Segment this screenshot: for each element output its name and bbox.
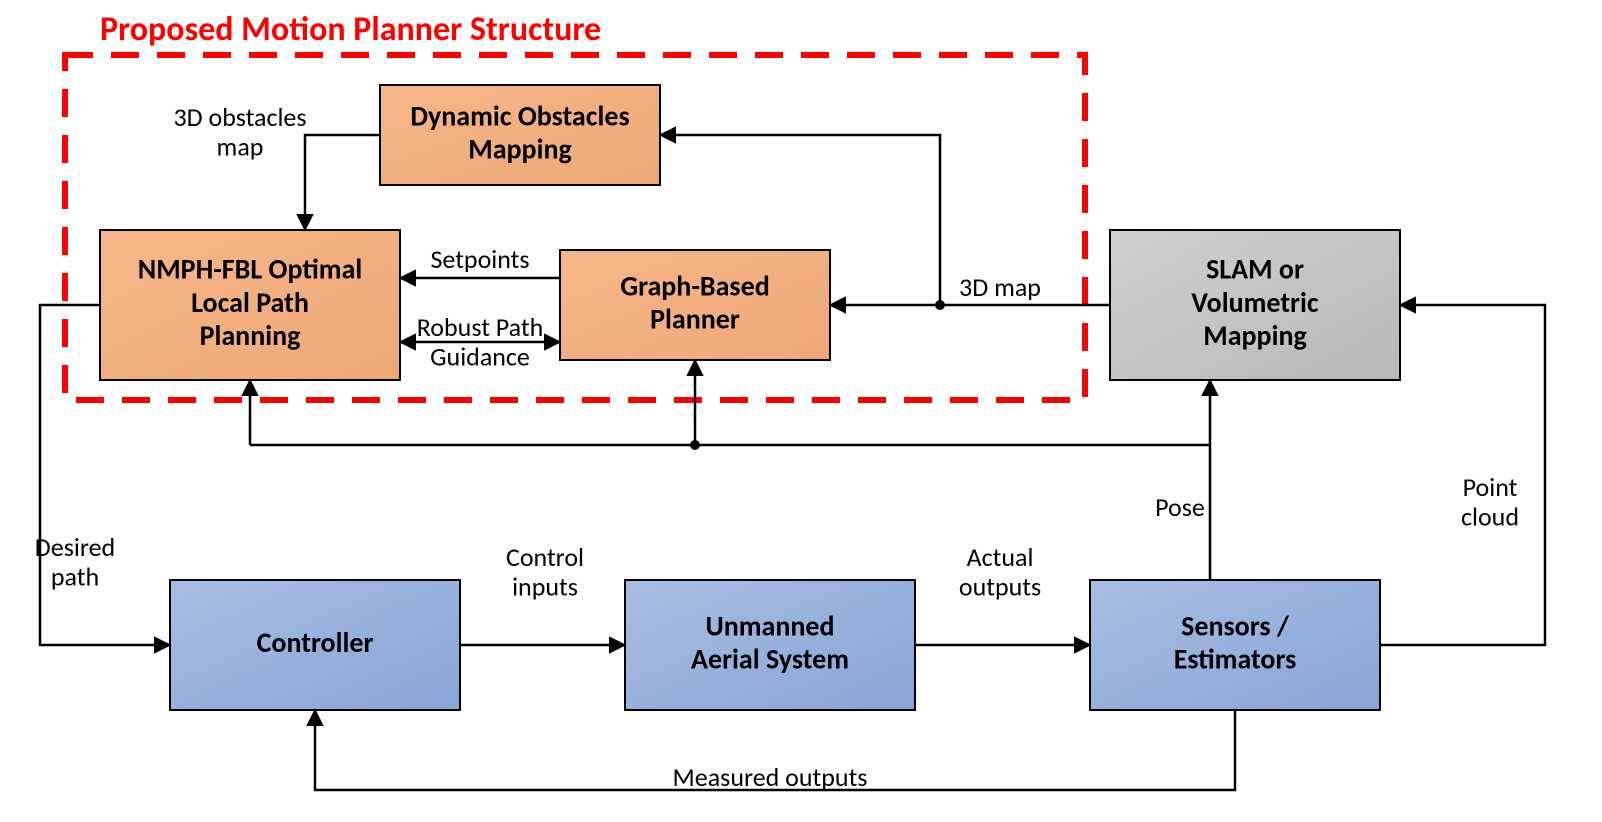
label-desired-path: Desired [35, 531, 115, 563]
node-uas-label: Aerial System [691, 641, 849, 676]
node-slam: SLAM orVolumetricMapping [1110, 230, 1400, 380]
node-sens-label: Sensors / [1181, 608, 1290, 643]
label-robust-path: Guidance [430, 340, 530, 372]
node-nmph-label: Planning [200, 318, 301, 353]
node-slam-label: Volumetric [1191, 285, 1318, 320]
node-gbp-label: Graph-Based [620, 268, 769, 303]
node-ctrl: Controller [170, 580, 460, 710]
label-pose: Pose [1155, 491, 1205, 523]
edge-dom-to-nmph [305, 135, 380, 230]
node-dom-label: Dynamic Obstacles [410, 98, 629, 133]
node-gbp-label: Planner [650, 301, 740, 336]
label-control-inputs: Control [506, 541, 584, 573]
node-slam-label: SLAM or [1206, 252, 1304, 287]
node-nmph: NMPH-FBL OptimalLocal PathPlanning [100, 230, 400, 380]
label-desired-path: path [51, 560, 99, 592]
node-gbp: Graph-BasedPlanner [560, 250, 830, 360]
label-point-cloud: Point [1463, 471, 1518, 503]
node-nmph-label: NMPH-FBL Optimal [138, 252, 363, 287]
node-dom-label: Mapping [468, 131, 572, 166]
label-3d-obstacles-map: 3D obstacles [173, 101, 306, 133]
node-ctrl-label: Controller [257, 625, 374, 660]
label-3d-obstacles-map: map [217, 130, 264, 162]
label-control-inputs: inputs [512, 570, 578, 602]
label-actual-outputs: outputs [959, 570, 1041, 602]
node-slam-label: Mapping [1203, 318, 1307, 353]
label-measured-outputs: Measured outputs [673, 761, 868, 793]
node-sens-label: Estimators [1174, 641, 1297, 676]
node-uas-label: Unmanned [705, 608, 834, 643]
node-uas: UnmannedAerial System [625, 580, 915, 710]
node-sens: Sensors /Estimators [1090, 580, 1380, 710]
label-setpoints: Setpoints [430, 243, 529, 275]
label-actual-outputs: Actual [967, 541, 1034, 573]
diagram-title: Proposed Motion Planner Structure [100, 9, 601, 50]
node-dom: Dynamic ObstaclesMapping [380, 85, 660, 185]
label-3d-map: 3D map [959, 271, 1041, 303]
label-point-cloud: cloud [1461, 500, 1519, 532]
label-robust-path: Robust Path [417, 311, 544, 343]
node-nmph-label: Local Path [191, 285, 309, 320]
